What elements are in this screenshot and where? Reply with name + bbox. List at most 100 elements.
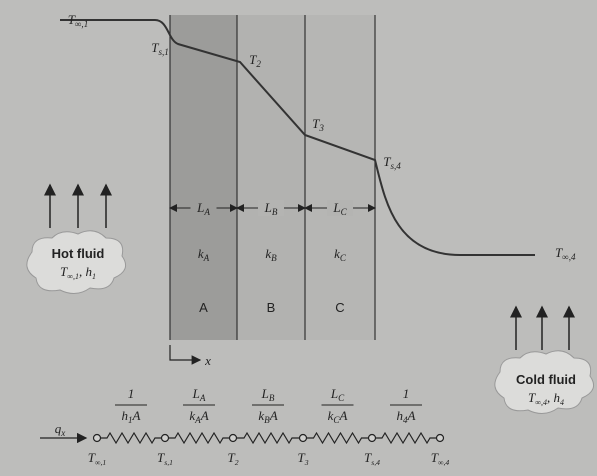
- fluid-title: Cold fluid: [516, 372, 576, 387]
- resistance-denominator-suffix: A: [200, 408, 209, 423]
- fluid-title: Hot fluid: [52, 246, 105, 261]
- fluid-temp-symbol: T: [60, 264, 68, 279]
- circuit-node-label-sub: ∞,1: [95, 458, 106, 467]
- resistance-denominator: h4A: [397, 408, 416, 425]
- temperature-label: T2: [249, 52, 261, 69]
- temperature-label-sub: ∞,4: [562, 252, 576, 262]
- circuit-node-label: T3: [297, 450, 308, 467]
- circuit-node-label: Ts,4: [364, 450, 380, 467]
- fluid-temp-symbol: T: [528, 390, 536, 405]
- resistance-numerator: LB: [261, 386, 275, 403]
- circuit-node: [298, 433, 308, 443]
- temperature-label-symbol: T: [555, 245, 563, 260]
- resistance-denominator: kAA: [189, 408, 208, 425]
- circuit-node-label: Ts,1: [157, 450, 173, 467]
- resistor: [307, 431, 368, 445]
- resistor: [101, 431, 161, 445]
- temperature-label-symbol: T: [312, 116, 320, 131]
- heat-rate-label: qx: [55, 421, 66, 438]
- resistance-numerator-symbol: L: [261, 386, 269, 401]
- temperature-label-sub: 2: [256, 59, 261, 69]
- hot-cloud: [26, 230, 127, 294]
- layer-b: [237, 15, 305, 340]
- circuit-node-label-sub: s,4: [371, 458, 380, 467]
- circuit-node-label: T2: [227, 450, 238, 467]
- circuit-node-label-symbol: T: [364, 450, 372, 465]
- circuit-node-label-sub: 3: [304, 458, 309, 467]
- comma: ,: [547, 390, 554, 405]
- dim-label-bg: [258, 200, 284, 216]
- resistance-denominator-suffix: A: [338, 408, 347, 423]
- fluid-h-sub: 4: [560, 398, 564, 407]
- resistance-denominator: kCA: [328, 408, 348, 425]
- layer-conductivity-symbol: k: [265, 246, 271, 261]
- layer-a: [170, 15, 237, 340]
- temperature-label: Ts,1: [151, 40, 169, 57]
- resistance-denominator-symbol: k: [189, 408, 195, 423]
- temperature-label-symbol: T: [151, 40, 159, 55]
- dim-label-bg: [327, 200, 353, 216]
- fluid-properties: T∞,1, h1: [60, 264, 96, 281]
- circuit-node-label-sub: ∞,4: [438, 458, 449, 467]
- resistance-denominator-suffix: A: [407, 408, 416, 423]
- resistance-denominator-symbol: k: [328, 408, 334, 423]
- fluid-temp-sub: ∞,4: [535, 398, 547, 407]
- layer-conductivity-symbol: k: [198, 246, 204, 261]
- hot-arrows: [44, 183, 112, 228]
- temperature-label-sub: ∞,1: [75, 19, 88, 29]
- fluid-h-symbol: h: [553, 390, 560, 405]
- resistance-denominator: kBA: [258, 408, 277, 425]
- layer-length-symbol: L: [196, 200, 204, 215]
- temperature-label: T∞,4: [555, 245, 576, 262]
- circuit-node: [92, 433, 102, 443]
- temperature-profile: [60, 19, 535, 256]
- circuit-node-label-symbol: T: [88, 450, 96, 465]
- temperature-label-symbol: T: [249, 52, 257, 67]
- layer-length-sub: A: [203, 207, 210, 217]
- resistance-denominator-suffix: A: [269, 408, 278, 423]
- heat-rate-label-symbol: q: [55, 421, 62, 436]
- resistance-denominator-symbol: h: [397, 408, 404, 423]
- fluid-properties: T∞,4, h4: [528, 390, 564, 407]
- resistance-numerator-sub: C: [338, 393, 345, 403]
- circuit-node-label-symbol: T: [227, 450, 235, 465]
- resistor: [237, 431, 299, 445]
- fluid-h-sub: 1: [92, 272, 96, 281]
- resistor: [376, 431, 436, 445]
- circuit-node-label-symbol: T: [431, 450, 439, 465]
- resistance-numerator: 1: [403, 386, 410, 401]
- circuit-node-label: T∞,4: [431, 450, 450, 467]
- layer-length: LC: [332, 200, 347, 217]
- temperature-label: T3: [312, 116, 324, 133]
- resistance-denominator-suffix: A: [132, 408, 141, 423]
- layer-length-symbol: L: [332, 200, 340, 215]
- layer-conductivity-sub: B: [271, 253, 277, 263]
- x-axis-label: x: [204, 353, 211, 368]
- temperature-label-sub: s,1: [158, 47, 168, 57]
- cold-arrows: [510, 305, 575, 350]
- layer-name: A: [199, 300, 208, 315]
- resistance-numerator: LA: [192, 386, 206, 403]
- temperature-label-sub: s,4: [390, 161, 401, 171]
- circuit-node: [435, 433, 445, 443]
- temperature-label-sub: 3: [318, 123, 324, 133]
- resistance-denominator-symbol: k: [258, 408, 264, 423]
- resistance-denominator-sub: C: [333, 415, 340, 425]
- circuit-node-label-symbol: T: [157, 450, 165, 465]
- resistance-denominator-sub: A: [194, 415, 201, 425]
- fluid-h-symbol: h: [85, 264, 92, 279]
- resistance-denominator: h1A: [122, 408, 141, 425]
- resistance-denominator-sub: B: [264, 415, 270, 425]
- fluid-temp-sub: ∞,1: [67, 272, 79, 281]
- temperature-label: Ts,4: [383, 154, 401, 171]
- resistance-numerator-sub: B: [269, 393, 275, 403]
- comma: ,: [79, 264, 86, 279]
- resistance-numerator-symbol: L: [192, 386, 200, 401]
- resistor: [169, 431, 229, 445]
- heat-rate-label-sub: x: [60, 428, 65, 438]
- circuit-node: [367, 433, 377, 443]
- temperature-label-symbol: T: [383, 154, 391, 169]
- layer-length-symbol: L: [264, 200, 272, 215]
- layer-c: [305, 15, 375, 340]
